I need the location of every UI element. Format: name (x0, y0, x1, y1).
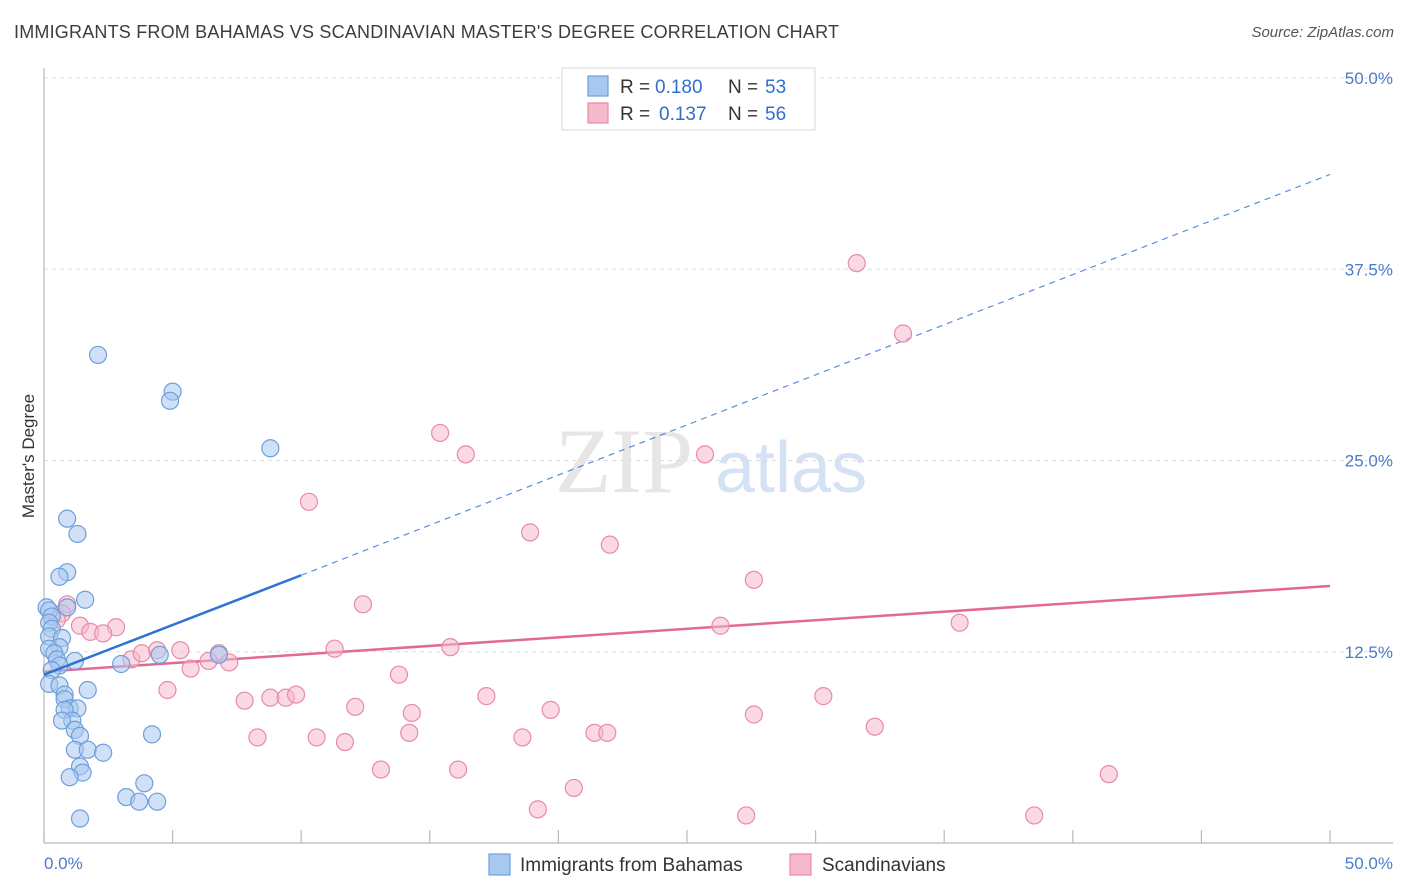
data-point-blue (130, 792, 149, 811)
chart-title: IMMIGRANTS FROM BAHAMAS VS SCANDINAVIAN … (14, 22, 840, 42)
data-point-pink (564, 778, 583, 798)
data-point-blue (160, 391, 180, 410)
source-credit: Source: ZipAtlas.com (1251, 24, 1394, 41)
data-point-blue (70, 809, 90, 828)
data-point-pink (389, 665, 409, 684)
data-point-pink (1025, 806, 1044, 825)
data-point-pink (865, 717, 884, 736)
data-point-pink (521, 523, 540, 542)
data-point-pink (600, 535, 619, 554)
data-point-blue (94, 743, 113, 762)
data-point-pink (950, 613, 969, 632)
legend-r-label-pink: R = (620, 104, 650, 125)
y-tick-labels: 12.5% 25.0% 37.5% 50.0% (1345, 69, 1393, 662)
data-point-pink (430, 423, 450, 443)
data-point-blue (148, 792, 167, 811)
legend-n-label-pink: N = (728, 104, 758, 125)
x-axis-ticks (43, 830, 1331, 843)
y-tick-label: 25.0% (1345, 452, 1393, 471)
data-point-pink (346, 697, 365, 716)
data-point-blue (76, 590, 95, 609)
y-axis-label: Master's Degree (19, 394, 38, 518)
data-point-pink (441, 638, 460, 657)
data-point-pink (541, 700, 560, 719)
data-point-pink (402, 703, 421, 723)
data-point-blue (68, 524, 87, 544)
legend-r-value-blue: 0.180 (655, 77, 703, 98)
y-tick-label: 50.0% (1345, 69, 1393, 88)
legend-swatch-pink (587, 102, 609, 124)
legend-n-value-blue: 53 (765, 77, 786, 98)
series-legend-label-pink: Scandinavians (822, 855, 946, 876)
series-legend-swatch-pink (789, 853, 812, 876)
data-point-pink (744, 705, 763, 724)
data-point-pink (335, 732, 355, 752)
data-point-pink (353, 595, 373, 614)
gridlines (44, 77, 1393, 653)
data-point-pink (513, 728, 532, 747)
data-point-pink (181, 659, 200, 678)
data-point-blue (58, 598, 77, 617)
data-points (37, 254, 1118, 828)
data-point-blue (150, 645, 169, 664)
correlation-legend: R = 0.180 N = 53 R = 0.137 N = 56 (561, 67, 816, 131)
data-point-pink (711, 616, 730, 635)
data-point-blue (50, 567, 69, 586)
data-point-blue (112, 654, 131, 674)
data-point-pink (132, 644, 151, 663)
trend-line-pink (43, 584, 1331, 673)
series-legend-label-blue: Immigrants from Bahamas (520, 855, 743, 876)
data-point-pink (299, 492, 319, 511)
data-point-pink (477, 687, 496, 706)
data-point-pink (893, 324, 913, 343)
watermark-atlas: atlas (715, 428, 867, 508)
data-point-pink (737, 806, 756, 825)
trend-lines (43, 173, 1331, 673)
data-point-blue (52, 711, 72, 730)
legend-r-label-blue: R = (620, 77, 650, 98)
data-point-pink (400, 723, 419, 742)
data-point-pink (235, 691, 254, 710)
data-point-blue (135, 774, 154, 793)
data-point-pink (158, 680, 177, 700)
y-tick-label: 12.5% (1345, 643, 1393, 662)
data-point-pink (598, 723, 617, 742)
data-point-blue (88, 345, 108, 365)
legend-n-value-pink: 56 (765, 104, 786, 125)
x-tick-label-max: 50.0% (1345, 854, 1393, 873)
y-tick-label: 37.5% (1345, 260, 1393, 279)
data-point-pink (94, 624, 113, 643)
trend-line-blue-extension (300, 173, 1331, 576)
data-point-blue (78, 680, 97, 700)
data-point-blue (78, 740, 97, 759)
data-point-pink (448, 760, 468, 779)
data-point-pink (371, 760, 391, 779)
x-tick-label-min: 0.0% (44, 854, 83, 873)
data-point-pink (456, 445, 475, 464)
data-point-pink (695, 445, 715, 464)
data-point-blue (60, 768, 79, 787)
legend-swatch-blue (587, 75, 609, 97)
data-point-pink (325, 639, 344, 658)
data-point-pink (286, 685, 306, 704)
data-point-pink (1099, 765, 1118, 784)
trend-line-blue (43, 574, 302, 676)
legend-n-label-blue: N = (728, 77, 758, 98)
data-point-pink (261, 688, 280, 707)
data-point-blue (261, 439, 280, 458)
series-legend-swatch-blue (488, 853, 511, 876)
data-point-pink (528, 800, 547, 819)
data-point-blue (209, 645, 228, 664)
data-point-blue (58, 509, 77, 528)
data-point-pink (171, 641, 190, 660)
data-point-pink (307, 728, 326, 747)
data-point-pink (744, 570, 763, 589)
series-legend: Immigrants from Bahamas Scandinavians (488, 853, 946, 876)
data-point-pink (814, 687, 833, 706)
legend-r-value-pink: 0.137 (659, 104, 707, 125)
data-point-blue (142, 725, 162, 744)
data-point-pink (248, 728, 267, 747)
data-point-pink (847, 254, 866, 273)
